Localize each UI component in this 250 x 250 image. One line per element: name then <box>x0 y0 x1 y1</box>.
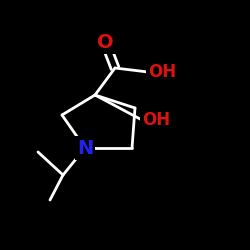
Text: OH: OH <box>142 111 170 129</box>
Text: O: O <box>97 32 113 52</box>
Text: N: N <box>77 138 93 158</box>
Text: O: O <box>97 32 113 52</box>
Text: OH: OH <box>148 63 176 81</box>
Text: OH: OH <box>142 111 170 129</box>
Text: N: N <box>77 138 93 158</box>
Text: OH: OH <box>148 63 176 81</box>
